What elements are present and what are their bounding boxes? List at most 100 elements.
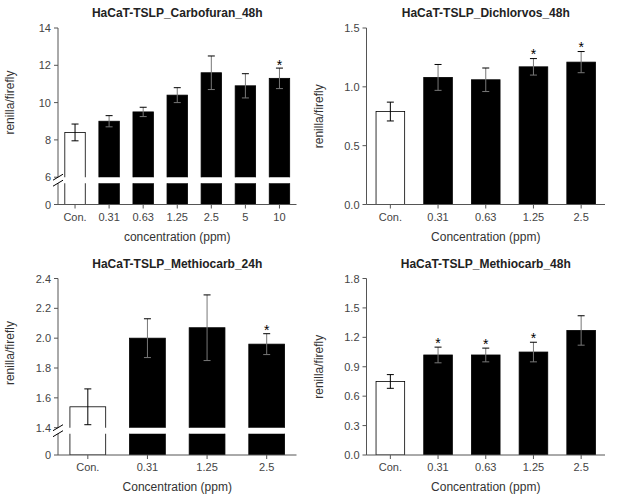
- y-tick-label: 0.3: [344, 420, 359, 432]
- x-axis-label: concentration (ppm): [124, 230, 231, 244]
- break-mark: [53, 180, 63, 186]
- y-tick-label: 1.0: [344, 81, 359, 93]
- bar: [99, 183, 119, 204]
- x-tick-label: 0.31: [427, 461, 448, 473]
- y-tick-label: 0: [45, 199, 51, 211]
- error-cap: [387, 102, 394, 103]
- error-stem: [211, 56, 212, 90]
- bar: [376, 381, 405, 455]
- x-axis-label: Concentration (ppm): [431, 230, 540, 244]
- error-cap: [204, 360, 211, 361]
- break-mark: [53, 431, 63, 437]
- y-tick: [54, 278, 58, 279]
- panel: HaCaT-TSLP_Dichlorvos_48h renilla/firefly…: [312, 6, 606, 244]
- error-cap: [72, 140, 79, 141]
- bar: [235, 183, 255, 204]
- error-cap: [242, 97, 249, 98]
- y-tick: [54, 204, 58, 205]
- x-tick: [177, 205, 178, 209]
- x-tick: [533, 205, 534, 209]
- x-tick: [581, 205, 582, 209]
- y-tick: [54, 308, 58, 309]
- y-tick-label: 0: [45, 449, 51, 461]
- error-bar: [242, 74, 249, 98]
- x-tick-label: 5: [242, 211, 248, 223]
- error-cap: [482, 361, 489, 362]
- x-axis-label: Concentration (ppm): [123, 480, 232, 494]
- x-tick-label: 0.31: [427, 211, 448, 223]
- error-cap: [84, 388, 91, 389]
- bar: [471, 80, 500, 205]
- x-tick-label: 1.25: [523, 461, 544, 473]
- bar: [249, 344, 285, 428]
- x-tick-label: 0.63: [132, 211, 153, 223]
- y-tick-label: 2.2: [36, 302, 51, 314]
- bars: [70, 295, 285, 428]
- title: HaCaT-TSLP_Dichlorvos_48h: [402, 6, 570, 20]
- y-axis-label: renilla/firefly: [312, 84, 326, 148]
- error-bar: [106, 116, 113, 127]
- panel: HaCaT-TSLP_Methiocarb_48hrenilla/firefly…: [312, 257, 606, 495]
- bar: [424, 77, 453, 204]
- title: HaCaT-TSLP_Methiocarb_24h: [92, 257, 262, 271]
- y-axis-label: renilla/firefly: [312, 335, 326, 399]
- x-tick: [390, 205, 391, 209]
- bar: [269, 183, 289, 204]
- error-cap: [72, 124, 79, 125]
- y-axis-label: renilla/firefly: [3, 71, 17, 135]
- bar: [133, 112, 153, 177]
- y-tick-label: 1.5: [344, 302, 359, 314]
- y-tick: [54, 455, 58, 456]
- error-stem: [485, 68, 486, 92]
- y-tick: [363, 278, 367, 279]
- y-tick-label: 0.5: [344, 140, 359, 152]
- bar: [167, 95, 187, 177]
- error-bar: [482, 68, 489, 92]
- bar: [567, 330, 596, 455]
- x-tick-label: 1.25: [167, 211, 188, 223]
- x-tick: [533, 455, 534, 459]
- error-cap: [204, 294, 211, 295]
- x-tick: [75, 205, 76, 209]
- significance-mark: *: [483, 336, 489, 352]
- x-tick: [266, 455, 267, 459]
- bars: [376, 316, 595, 455]
- error-stem: [245, 74, 246, 98]
- error-bar: [72, 124, 79, 141]
- figure: HaCaT-TSLP_Carbofuran_48hrenilla/firefly…: [0, 0, 617, 501]
- y-tick-label: 1.8: [344, 273, 359, 285]
- x-tick: [211, 205, 212, 209]
- break-mark: [53, 174, 63, 180]
- bar: [70, 434, 106, 455]
- y-tick: [363, 337, 367, 338]
- error-stem: [75, 124, 76, 141]
- y-tick: [54, 397, 58, 398]
- error-cap: [140, 107, 147, 108]
- y-tick-label: 6: [45, 171, 51, 183]
- y-tick: [54, 139, 58, 140]
- bars: [376, 52, 595, 205]
- error-bar: [208, 56, 215, 90]
- error-cap: [482, 91, 489, 92]
- x-tick-label: 1.25: [196, 461, 217, 473]
- x-tick-label: 2.5: [574, 211, 589, 223]
- x-tick-label: 10: [273, 211, 285, 223]
- x-tick-label: Con.: [379, 211, 402, 223]
- x-tick-label: 2.5: [259, 461, 274, 473]
- x-tick: [390, 455, 391, 459]
- y-tick: [363, 307, 367, 308]
- y-tick: [363, 145, 367, 146]
- x-tick: [147, 455, 148, 459]
- error-cap: [174, 102, 181, 103]
- error-bar: [204, 295, 211, 361]
- bars-strip: [70, 434, 285, 455]
- bars: [65, 56, 290, 177]
- x-tick-label: 0.31: [137, 461, 158, 473]
- bar: [130, 434, 166, 455]
- error-cap: [387, 388, 394, 389]
- error-stem: [87, 389, 88, 425]
- y-tick-label: 2.4: [36, 273, 51, 285]
- y-tick-label: 1.4: [36, 422, 51, 434]
- x-tick-label: 2.5: [574, 461, 589, 473]
- error-stem: [390, 375, 391, 389]
